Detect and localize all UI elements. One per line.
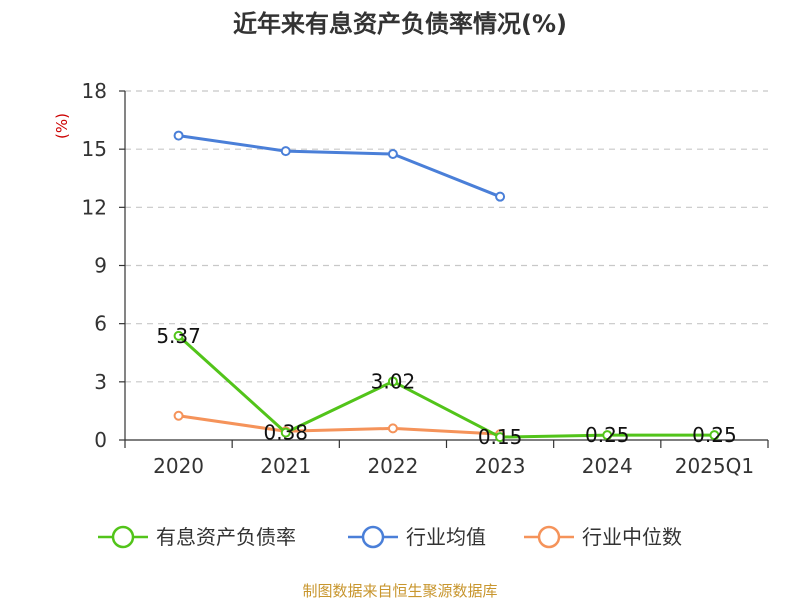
data-point <box>280 427 291 438</box>
legend-item[interactable]: 有息资产负债率 <box>98 525 296 549</box>
legend-marker <box>537 525 561 549</box>
data-label: 3.02 <box>371 369 416 393</box>
y-tick-label: 3 <box>94 370 107 394</box>
legend-marker <box>361 525 385 549</box>
data-label: 0.15 <box>478 425 523 449</box>
data-point <box>280 146 291 157</box>
data-point <box>495 191 506 202</box>
series-line <box>177 334 715 439</box>
chart-title: 近年来有息资产负债率情况(%) <box>233 10 567 38</box>
x-tick-label: 2025Q1 <box>675 454 754 478</box>
y-tick-label: 6 <box>94 312 107 336</box>
axes <box>119 90 769 448</box>
data-point <box>387 423 398 434</box>
series-industry-mean <box>173 130 506 202</box>
data-point <box>173 330 184 341</box>
data-point <box>387 376 398 387</box>
legend-label: 有息资产负债率 <box>156 525 296 549</box>
y-tick-label: 9 <box>94 254 107 278</box>
data-label: 5.37 <box>156 324 201 348</box>
data-label: 0.38 <box>263 421 308 445</box>
legend-item[interactable]: 行业均值 <box>348 525 486 549</box>
x-tick-label: 2024 <box>582 454 633 478</box>
data-point <box>387 149 398 160</box>
x-tick-label: 2021 <box>260 454 311 478</box>
series-group <box>173 130 720 443</box>
series-line <box>178 414 501 436</box>
data-point <box>709 430 720 441</box>
y-tick-labels: 0 3 6 9 12 15 18 <box>82 79 107 452</box>
data-point <box>173 130 184 141</box>
legend-marker <box>111 525 135 549</box>
data-label: 0.25 <box>585 423 630 447</box>
series-main <box>173 330 720 443</box>
y-tick-label: 18 <box>82 79 107 103</box>
data-point <box>173 410 184 421</box>
y-tick-label: 0 <box>94 428 107 452</box>
series-industry-median <box>173 410 506 440</box>
legend-label: 行业中位数 <box>582 525 682 549</box>
legend-item[interactable]: 行业中位数 <box>524 525 682 549</box>
grid-lines <box>125 90 768 383</box>
legend-label: 行业均值 <box>406 525 486 549</box>
y-tick-label: 12 <box>82 195 107 219</box>
data-point <box>495 432 506 443</box>
x-tick-label: 2022 <box>367 454 418 478</box>
x-tick-labels: 2020 2021 2022 2023 2024 2025Q1 <box>153 454 754 478</box>
data-point <box>602 430 613 441</box>
y-tick-label: 15 <box>82 137 107 161</box>
data-labels: 5.37 0.38 3.02 0.15 0.25 0.25 <box>156 324 736 449</box>
legend[interactable]: 有息资产负债率 行业均值 行业中位数 <box>98 525 682 549</box>
series-line <box>178 134 501 199</box>
x-tick-label: 2020 <box>153 454 204 478</box>
x-tick-label: 2023 <box>475 454 526 478</box>
source-note: 制图数据来自恒生聚源数据库 <box>302 582 497 600</box>
y-axis-unit: (%) <box>53 113 71 139</box>
data-label: 0.25 <box>692 423 737 447</box>
